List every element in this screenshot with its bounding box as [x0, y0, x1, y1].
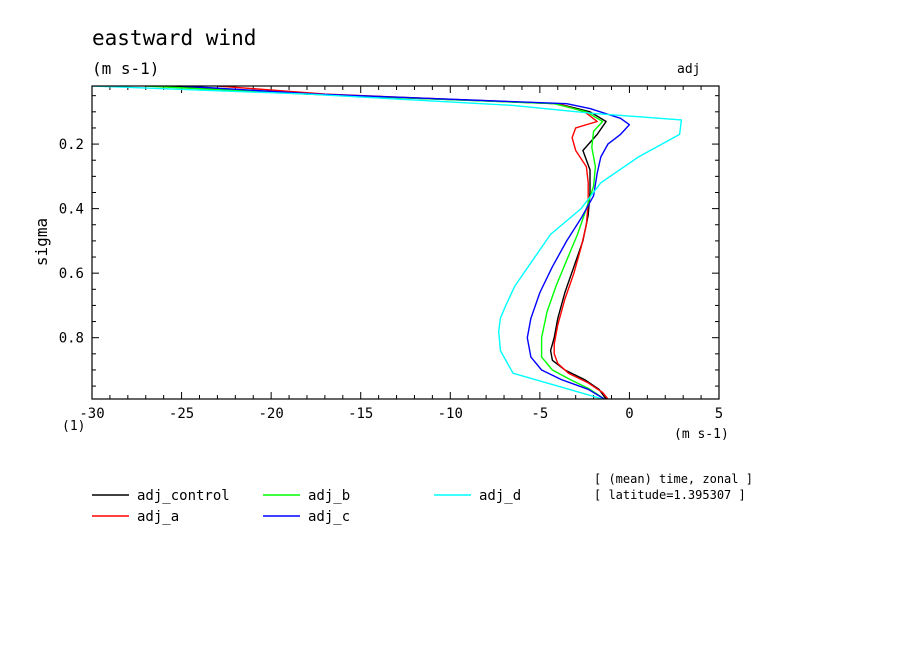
y-tick-label: 0.2 — [59, 137, 84, 153]
corner-label: adj — [677, 62, 700, 77]
series-line-adj-control — [163, 86, 607, 399]
legend-label-adj-d: adj_d — [479, 488, 521, 504]
annotation-time: [ (mean) time, zonal ] — [594, 472, 753, 486]
x-origin-label: (1) — [62, 419, 85, 434]
series-line-adj-b — [145, 86, 605, 399]
axis-tick-labels: -30 -25 -20 -15 -10 -5 0 5 0.2 0.4 0.6 0.8 — [59, 137, 724, 422]
series-line-adj-c — [181, 86, 631, 399]
y-tick-label: 0.6 — [59, 266, 84, 282]
annotation-latitude: [ latitude=1.395307 ] — [594, 488, 746, 502]
legend: adj_control adj_a adj_b adj_c adj_d — [92, 488, 521, 525]
legend-label-adj-b: adj_b — [308, 488, 350, 504]
x-tick-label: 5 — [715, 406, 723, 422]
x-tick-label: -15 — [348, 406, 373, 422]
chart-units: (m s-1) — [92, 59, 159, 78]
chart-title: eastward wind — [92, 26, 256, 50]
series-lines — [92, 86, 683, 399]
series-line-adj-a — [217, 86, 609, 399]
legend-label-adj-a: adj_a — [137, 509, 179, 525]
series-line-adj-d — [92, 86, 683, 399]
y-tick-label: 0.4 — [59, 202, 84, 218]
x-tick-label: -20 — [258, 406, 283, 422]
x-axis-label: (m s-1) — [674, 427, 729, 442]
x-tick-label: 0 — [625, 406, 633, 422]
plot-frame — [91, 85, 720, 400]
y-axis-label: sigma — [32, 218, 51, 266]
x-tick-label: -10 — [438, 406, 463, 422]
legend-label-adj-c: adj_c — [308, 509, 350, 525]
y-tick-label: 0.8 — [59, 331, 84, 347]
axis-ticks — [91, 86, 720, 399]
x-tick-label: -5 — [531, 406, 548, 422]
x-tick-label: -25 — [169, 406, 194, 422]
x-tick-label: -30 — [79, 406, 104, 422]
legend-label-adj-control: adj_control — [137, 488, 230, 504]
